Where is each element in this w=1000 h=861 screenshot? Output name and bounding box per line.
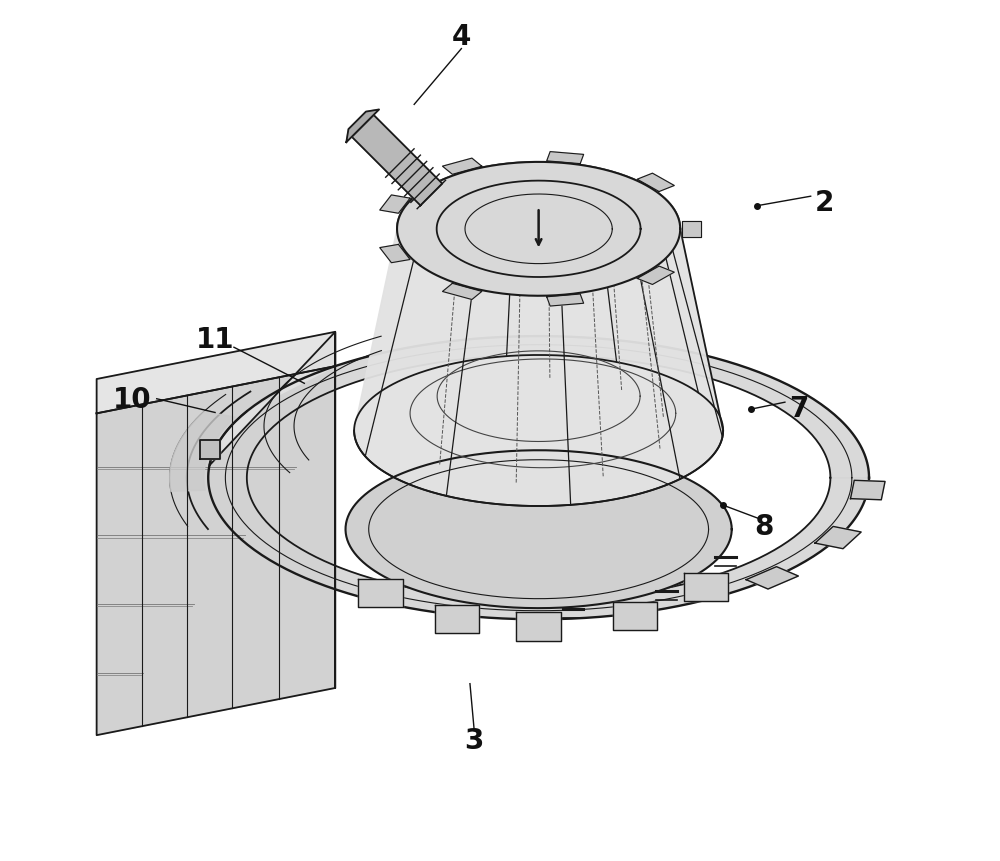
Text: 11: 11 (196, 326, 234, 355)
Polygon shape (613, 602, 657, 630)
Polygon shape (97, 366, 335, 735)
Polygon shape (682, 220, 701, 237)
Polygon shape (746, 567, 798, 589)
Polygon shape (397, 162, 680, 296)
Polygon shape (547, 152, 584, 164)
Polygon shape (442, 158, 482, 174)
Polygon shape (209, 331, 335, 465)
Polygon shape (851, 480, 885, 499)
Polygon shape (637, 266, 674, 284)
Polygon shape (637, 173, 674, 191)
Polygon shape (516, 612, 561, 641)
Text: 7: 7 (789, 395, 808, 423)
Polygon shape (380, 245, 410, 263)
Text: 8: 8 (755, 512, 774, 541)
Text: 3: 3 (465, 728, 484, 755)
Polygon shape (97, 331, 335, 413)
Polygon shape (346, 450, 732, 608)
Polygon shape (200, 440, 220, 459)
Polygon shape (815, 526, 861, 548)
Polygon shape (442, 283, 482, 300)
Text: 10: 10 (113, 387, 152, 414)
Polygon shape (547, 294, 584, 306)
Polygon shape (380, 195, 410, 214)
Polygon shape (170, 412, 235, 492)
Polygon shape (346, 109, 379, 142)
Polygon shape (354, 162, 723, 506)
Polygon shape (684, 573, 728, 601)
Polygon shape (358, 579, 403, 607)
Polygon shape (208, 336, 869, 619)
Text: 2: 2 (815, 189, 834, 217)
Text: 4: 4 (452, 23, 471, 52)
Polygon shape (435, 605, 479, 634)
Polygon shape (352, 115, 442, 206)
